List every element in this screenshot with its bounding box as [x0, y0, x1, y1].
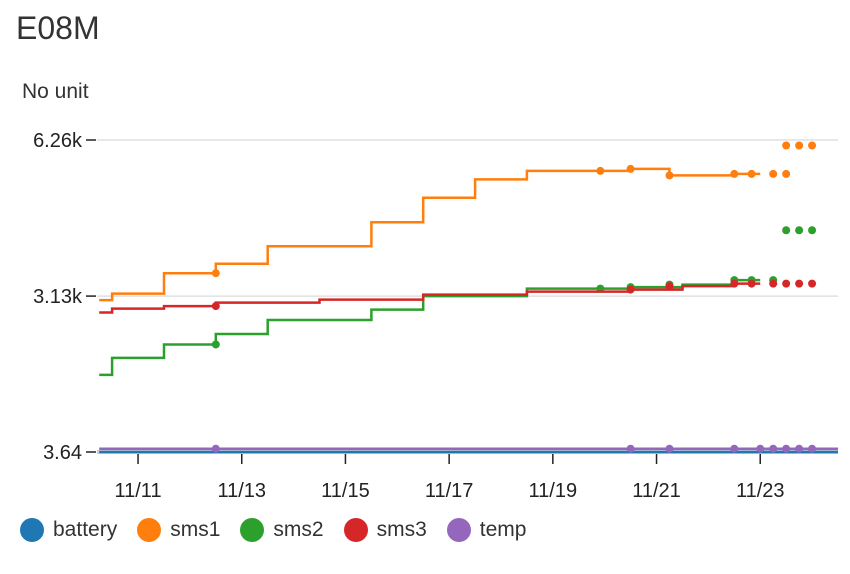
- legend-item-sms2[interactable]: sms2: [240, 518, 324, 542]
- data-point-sms3: [211, 302, 220, 311]
- chart-title: E08M: [16, 10, 100, 46]
- data-point-sms1: [596, 166, 605, 175]
- series-line-sms3: [99, 282, 761, 314]
- data-point-sms2: [808, 226, 817, 235]
- legend-label: sms1: [170, 518, 221, 541]
- unit-label: No unit: [22, 80, 89, 103]
- series-line-sms1: [99, 167, 761, 302]
- data-point-sms3: [665, 282, 674, 291]
- legend-item-sms3[interactable]: sms3: [343, 518, 427, 542]
- data-point-sms2: [211, 340, 220, 349]
- y-tick-label: 3.64: [43, 442, 82, 464]
- data-point-temp: [795, 444, 804, 453]
- data-point-sms1: [782, 141, 791, 150]
- x-tick-label: 11/19: [529, 480, 578, 502]
- x-tick-label: 11/21: [632, 480, 681, 502]
- data-point-temp: [665, 444, 674, 453]
- data-point-sms1: [665, 171, 674, 180]
- x-tick-label: 11/23: [736, 480, 785, 502]
- legend-label: sms2: [273, 518, 324, 541]
- data-point-sms1: [769, 169, 778, 178]
- data-point-temp: [626, 444, 635, 453]
- data-point-sms1: [747, 169, 756, 178]
- legend-label: sms3: [376, 518, 427, 541]
- legend-swatch: [343, 518, 368, 542]
- y-tick-label: 6.26k: [33, 130, 83, 152]
- data-point-sms3: [626, 285, 635, 294]
- legend-label: temp: [479, 518, 527, 541]
- legend-swatch: [240, 518, 265, 542]
- legend-item-battery[interactable]: battery: [20, 518, 117, 542]
- data-point-sms3: [795, 279, 804, 288]
- data-point-temp: [211, 444, 220, 453]
- legend-item-temp[interactable]: temp: [446, 518, 527, 542]
- data-point-sms1: [730, 169, 739, 178]
- legend-swatch: [446, 518, 471, 542]
- x-tick-label: 11/15: [321, 480, 370, 502]
- data-point-sms1: [808, 141, 817, 150]
- data-point-sms3: [782, 279, 791, 288]
- data-point-temp: [730, 444, 739, 453]
- x-tick-label: 11/17: [425, 480, 474, 502]
- legend-swatch: [137, 518, 162, 542]
- data-point-sms3: [747, 279, 756, 288]
- data-point-temp: [756, 444, 765, 453]
- legend-item-sms1[interactable]: sms1: [137, 518, 220, 542]
- data-point-temp: [808, 444, 817, 453]
- data-point-sms1: [211, 269, 220, 278]
- data-point-sms3: [808, 279, 817, 288]
- data-point-sms2: [782, 226, 791, 235]
- x-tick-label: 11/11: [114, 480, 161, 502]
- data-point-sms1: [626, 164, 635, 173]
- legend-label: battery: [53, 518, 118, 541]
- x-tick-label: 11/13: [217, 480, 266, 502]
- data-point-sms1: [782, 169, 791, 178]
- data-point-sms3: [730, 279, 739, 288]
- chart-legend: battery sms1 sms2 sms3 temp: [20, 518, 546, 542]
- data-point-sms3: [769, 279, 778, 288]
- data-point-sms2: [795, 226, 804, 235]
- data-point-sms1: [795, 141, 804, 150]
- data-point-temp: [769, 444, 778, 453]
- data-point-temp: [782, 444, 791, 453]
- y-tick-label: 3.13k: [33, 286, 83, 308]
- legend-swatch: [20, 518, 44, 542]
